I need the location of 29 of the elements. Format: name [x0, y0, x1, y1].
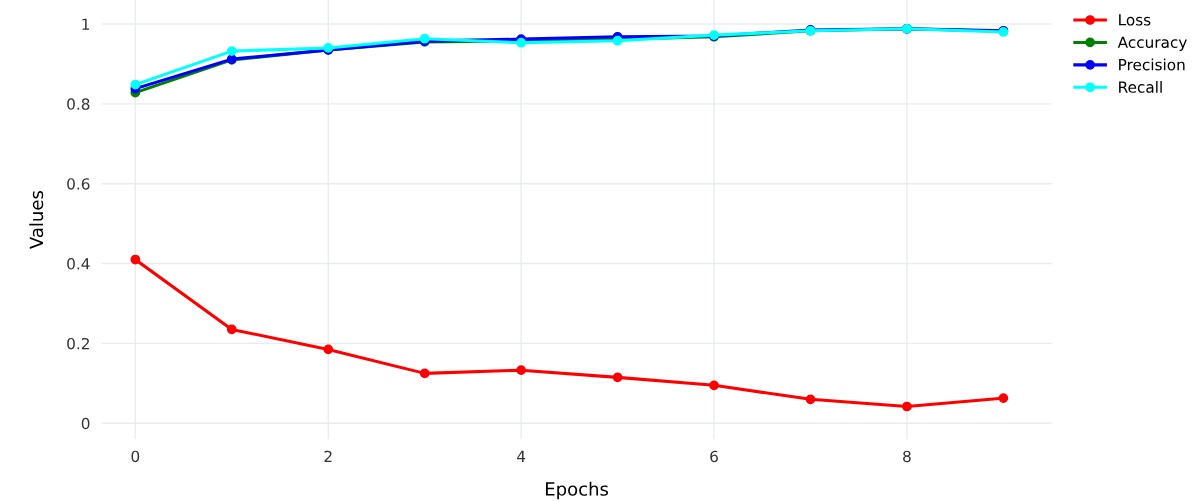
point: [323, 344, 334, 355]
point: [612, 372, 623, 383]
x-tick-label: 4: [517, 450, 526, 462]
x-tick-label: 0: [131, 450, 140, 463]
point: [998, 393, 1009, 403]
legend-label: Accuracy: [1117, 36, 1187, 51]
x-axis-title: Epochs: [546, 481, 609, 500]
y-tick-label: 0.4: [67, 258, 90, 270]
point: [516, 365, 526, 376]
point: [805, 394, 816, 405]
y-axis-title: Values: [29, 191, 44, 249]
point: [709, 380, 719, 391]
y-tick-label: 0.6: [67, 178, 90, 190]
legend-label: Loss: [1119, 14, 1151, 26]
y-tick-label: 0.8: [67, 98, 90, 110]
x-tick-label: 8: [903, 450, 911, 463]
point: [226, 324, 237, 335]
point: [419, 368, 430, 379]
point: [130, 254, 141, 265]
legend-label: Precision: [1119, 58, 1185, 71]
y-tick-label: 0.2: [67, 337, 89, 350]
x-tick-label: 2: [324, 450, 332, 462]
point: [130, 79, 141, 90]
x-tick-label: 6: [710, 450, 718, 463]
point: [226, 46, 237, 56]
y-tick-label: 1: [82, 18, 90, 30]
legend-label: Recall: [1119, 81, 1162, 93]
y-tick-label: 0: [81, 417, 90, 430]
point: [902, 401, 912, 412]
